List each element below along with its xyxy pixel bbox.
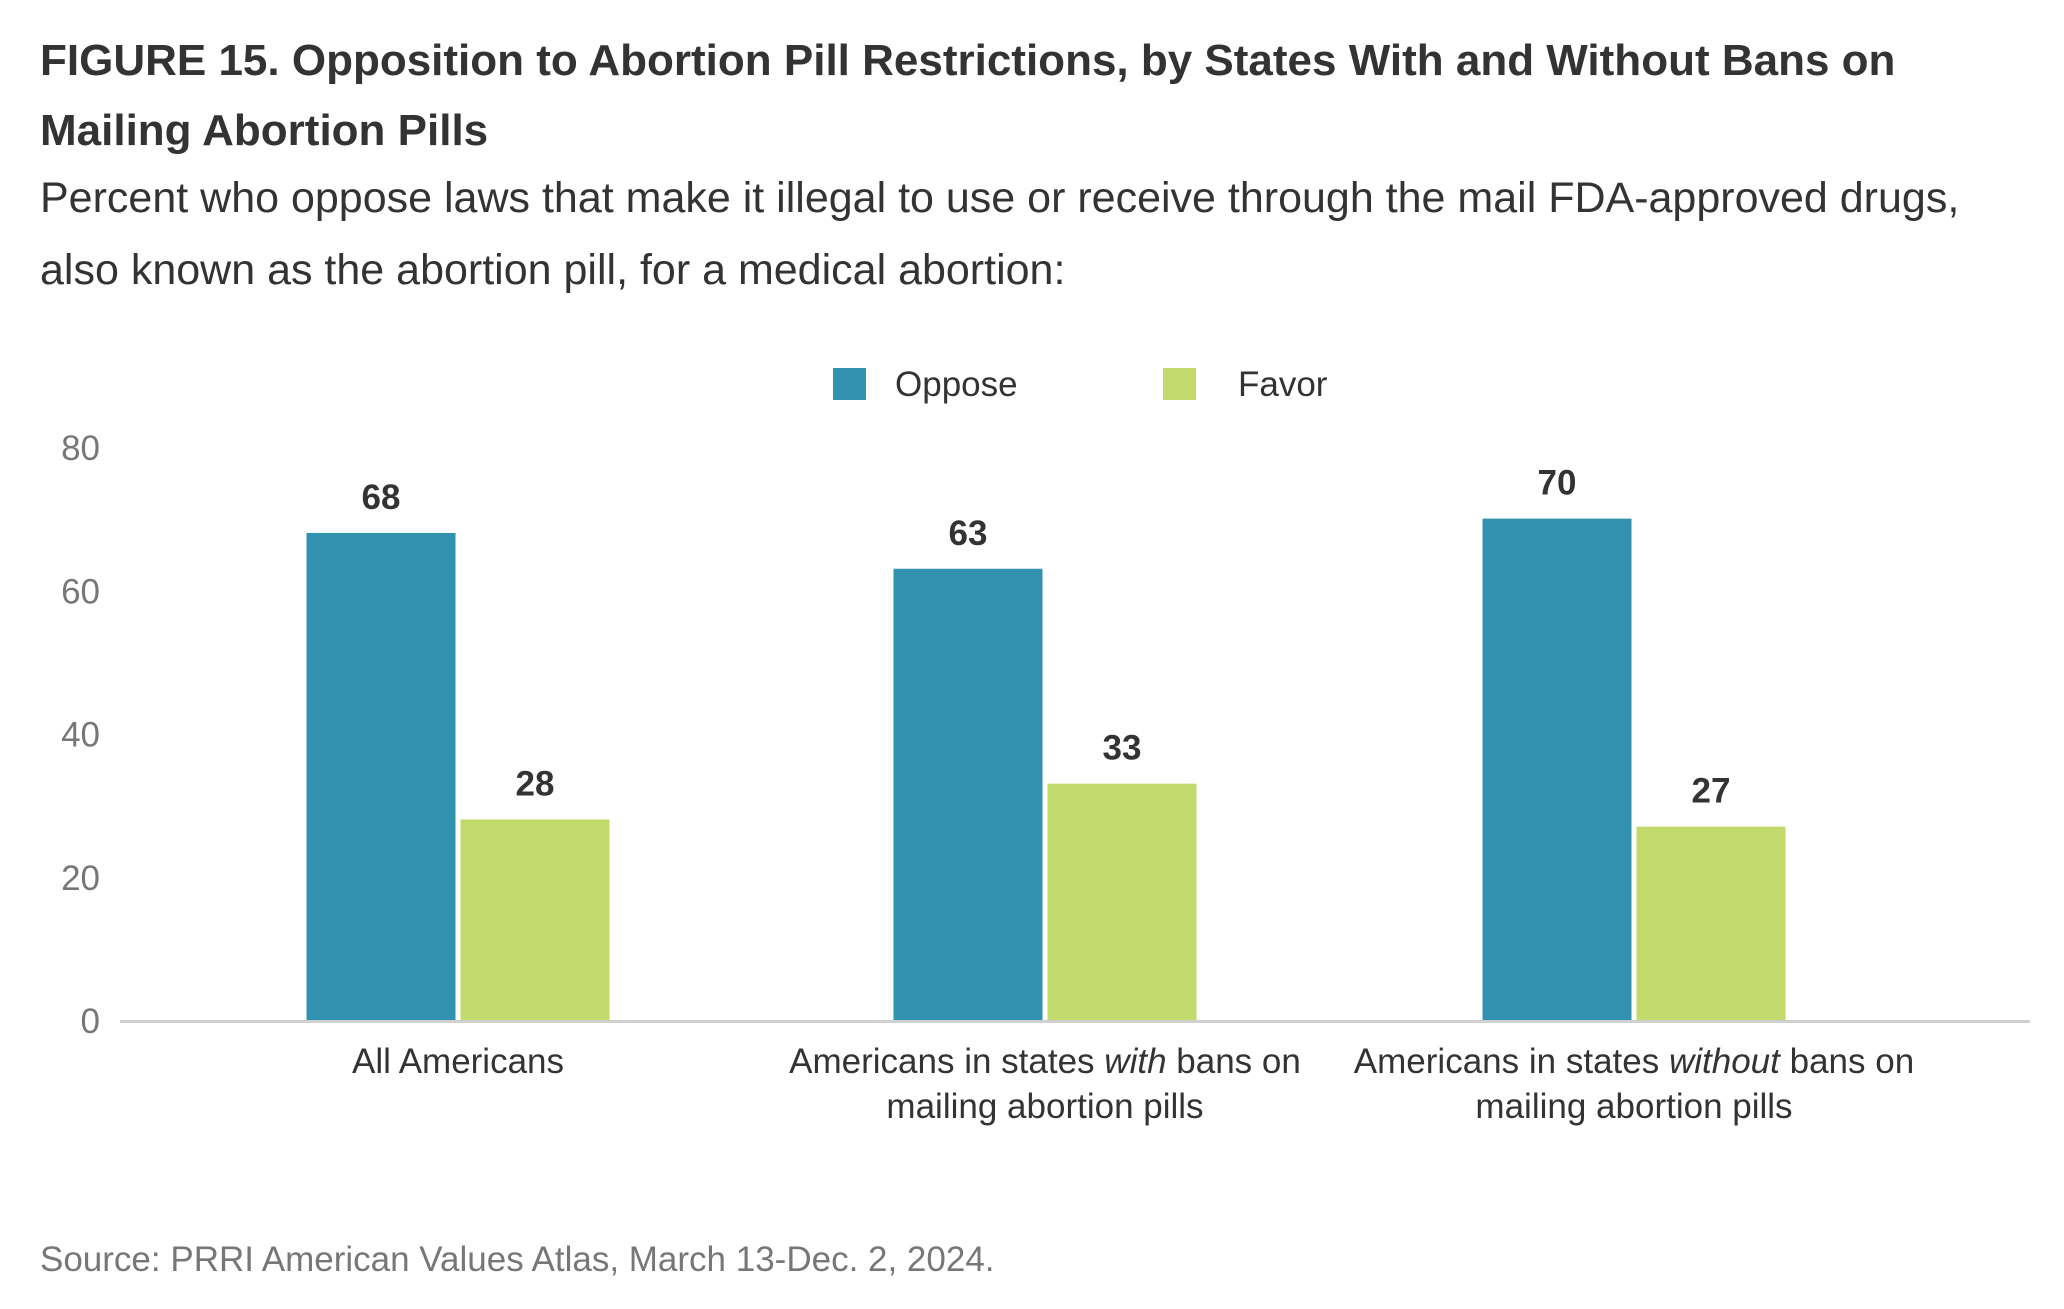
legend-label-oppose: Oppose bbox=[895, 365, 1018, 404]
legend-swatch-favor bbox=[1163, 368, 1196, 400]
y-tick-label: 20 bbox=[61, 859, 100, 898]
value-label: 33 bbox=[1103, 729, 1142, 768]
value-label: 28 bbox=[516, 764, 555, 803]
bar-oppose bbox=[1482, 518, 1632, 1020]
y-tick-label: 60 bbox=[61, 572, 100, 611]
y-tick-label: 80 bbox=[61, 429, 100, 468]
y-tick-label: 0 bbox=[81, 1002, 100, 1041]
x-category-label: All Americans bbox=[352, 1042, 564, 1081]
legend-swatch-oppose bbox=[833, 368, 866, 400]
bar-oppose bbox=[306, 532, 456, 1020]
value-label: 68 bbox=[362, 478, 401, 517]
value-label: 63 bbox=[949, 514, 988, 553]
value-label: 70 bbox=[1538, 464, 1577, 503]
bar-favor bbox=[460, 819, 610, 1020]
chart-subtitle: Percent who oppose laws that make it ill… bbox=[40, 174, 1960, 294]
x-category-label: Americans in states without bans on bbox=[1354, 1042, 1914, 1081]
x-category-label: mailing abortion pills bbox=[1475, 1087, 1792, 1126]
bar-favor bbox=[1636, 826, 1786, 1020]
bar-oppose bbox=[893, 568, 1043, 1020]
value-label: 27 bbox=[1692, 772, 1731, 811]
bar-favor bbox=[1047, 783, 1197, 1020]
x-category-label: mailing abortion pills bbox=[886, 1087, 1203, 1126]
legend-label-favor: Favor bbox=[1238, 365, 1328, 404]
source-note: Source: PRRI American Values Atlas, Marc… bbox=[40, 1240, 995, 1279]
y-tick-label: 40 bbox=[61, 716, 100, 755]
chart-title: FIGURE 15. Opposition to Abortion Pill R… bbox=[40, 36, 1896, 155]
x-category-label: Americans in states with bans on bbox=[789, 1042, 1301, 1081]
